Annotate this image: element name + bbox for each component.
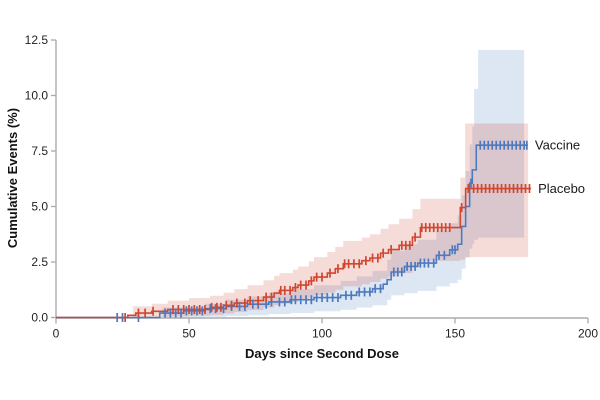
axes: 0 50 100 150 200 0.0 2.5 5.0 7.5 10.0 12.5 (25, 33, 599, 341)
y-axis-title: Cumulative Events (%) (5, 108, 20, 248)
y-tick-label: 0.0 (31, 311, 48, 325)
vaccine-curve (56, 144, 528, 319)
x-tick-label: 0 (53, 327, 60, 341)
y-tick-label: 10.0 (25, 89, 49, 103)
x-tick-label: 100 (312, 327, 332, 341)
vaccine-confidence-band (162, 49, 525, 318)
y-tick-label: 2.5 (31, 255, 48, 269)
x-axis-title: Days since Second Dose (245, 346, 399, 361)
y-tick-label: 7.5 (31, 144, 48, 158)
censor-marks (116, 140, 531, 322)
x-tick-label: 150 (445, 327, 465, 341)
placebo-confidence-band (133, 123, 529, 318)
y-tick-label: 5.0 (31, 200, 48, 214)
y-tick-label: 12.5 (25, 33, 49, 47)
series-label-vaccine: Vaccine (535, 138, 580, 153)
x-tick-label: 200 (578, 327, 598, 341)
series-label-placebo: Placebo (538, 181, 585, 196)
x-tick-label: 50 (182, 327, 196, 341)
